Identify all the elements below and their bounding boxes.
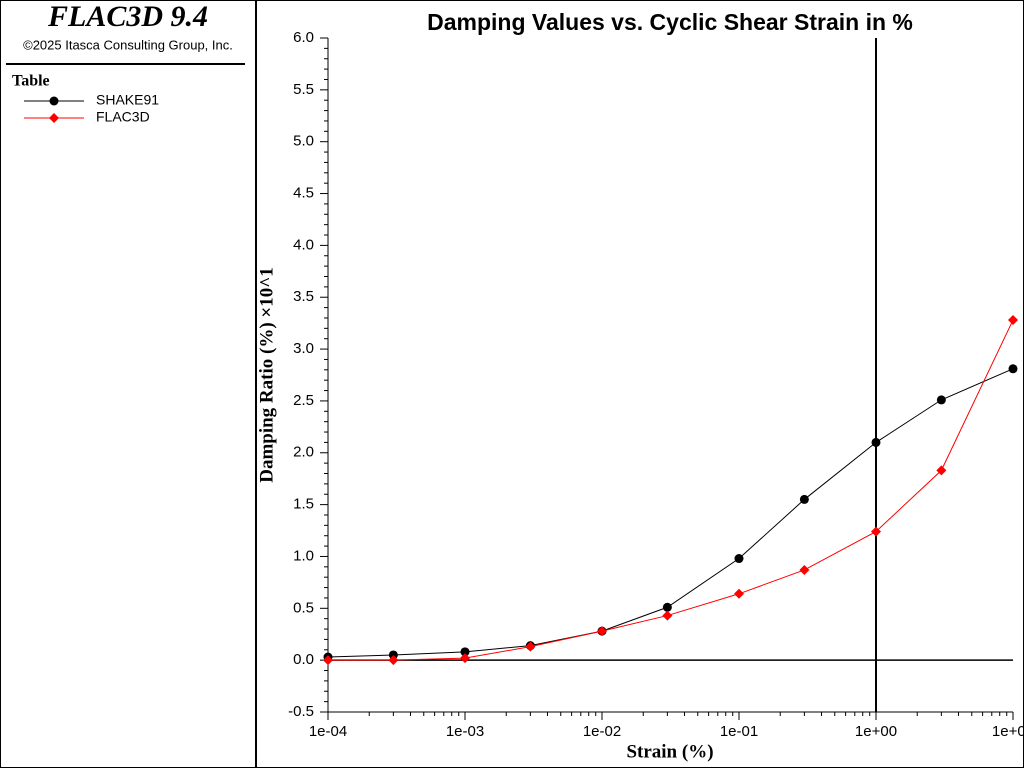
point bbox=[460, 647, 470, 657]
y-tick-label: 1.0 bbox=[293, 547, 314, 564]
point bbox=[734, 554, 744, 564]
point bbox=[1008, 364, 1018, 374]
legend-label: FLAC3D bbox=[96, 109, 150, 125]
y-tick-label: 4.0 bbox=[293, 236, 314, 253]
y-tick-label: 1.5 bbox=[293, 496, 314, 513]
x-tick-label: 1e-02 bbox=[583, 723, 621, 740]
point bbox=[388, 655, 399, 666]
legend-label: SHAKE91 bbox=[96, 92, 159, 108]
y-tick-label: 5.5 bbox=[293, 81, 314, 98]
x-tick-label: 1e-03 bbox=[446, 723, 484, 740]
point bbox=[525, 641, 536, 652]
legend-marker bbox=[49, 113, 59, 123]
y-tick-label: 4.5 bbox=[293, 185, 314, 202]
y-tick-label: 2.5 bbox=[293, 392, 314, 409]
point bbox=[323, 655, 333, 666]
x-tick-label: 1e+00 bbox=[855, 723, 897, 740]
point bbox=[936, 395, 946, 405]
x-tick-label: 1e-01 bbox=[720, 723, 758, 740]
legend-marker bbox=[49, 96, 59, 106]
y-axis-label: Damping Ratio (%) ×10^1 bbox=[256, 267, 277, 483]
y-tick-label: 3.5 bbox=[293, 288, 314, 305]
y-tick-label: 0.0 bbox=[293, 651, 314, 668]
copyright: ©2025 Itasca Consulting Group, Inc. bbox=[23, 37, 233, 52]
y-tick-label: 5.0 bbox=[293, 133, 314, 150]
point bbox=[662, 602, 672, 612]
point bbox=[936, 465, 947, 476]
y-tick-label: 2.0 bbox=[293, 444, 314, 461]
x-tick-label: 1e+01 bbox=[992, 723, 1024, 740]
x-tick-label: 1e-04 bbox=[309, 723, 347, 740]
point bbox=[388, 650, 398, 660]
y-tick-label: -0.5 bbox=[288, 703, 314, 720]
point bbox=[799, 564, 810, 575]
y-tick-label: 3.0 bbox=[293, 340, 314, 357]
x-axis-label: Strain (%) bbox=[626, 741, 713, 762]
point bbox=[871, 437, 881, 447]
point bbox=[799, 494, 809, 504]
point bbox=[460, 653, 470, 664]
point bbox=[1008, 315, 1018, 326]
app-name: FLAC3D 9.4 bbox=[47, 0, 208, 33]
point bbox=[597, 626, 607, 637]
point bbox=[734, 588, 744, 599]
y-tick-label: 0.5 bbox=[293, 599, 314, 616]
y-tick-label: 6.0 bbox=[293, 29, 314, 46]
chart-title: Damping Values vs. Cyclic Shear Strain i… bbox=[427, 9, 913, 35]
legend-title: Table bbox=[12, 73, 50, 90]
point bbox=[662, 610, 673, 621]
point bbox=[871, 526, 881, 537]
